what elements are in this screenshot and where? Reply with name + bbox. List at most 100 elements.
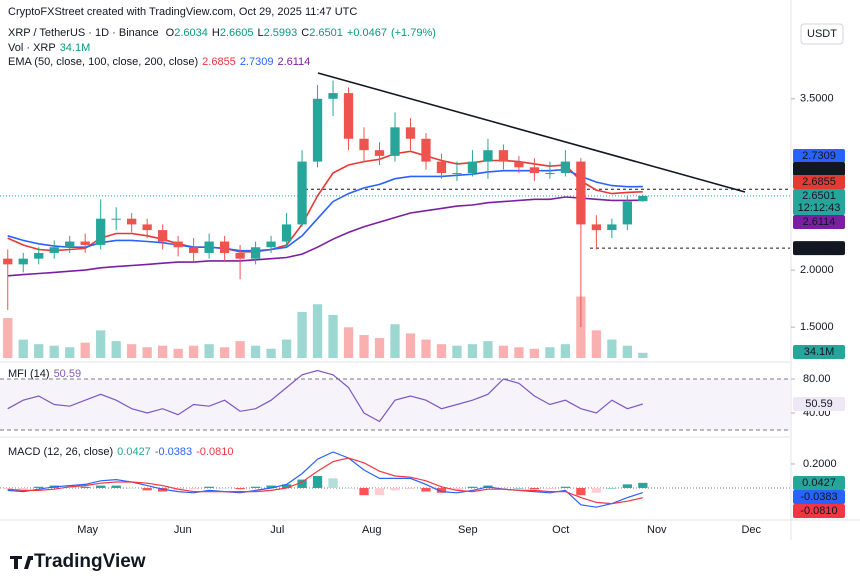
macd-histogram-bar <box>591 487 602 493</box>
macd-histogram-bar <box>142 487 152 491</box>
price-legend: XRP / TetherUS · 1D · Binance O2.6034 H2.… <box>8 27 444 39</box>
macd-histogram-bar <box>111 485 121 488</box>
macd-histogram-bar <box>452 487 462 491</box>
macd-histogram-bar <box>405 487 416 490</box>
macd-histogram-bar <box>607 487 617 489</box>
candle-body <box>607 224 617 231</box>
ohlc-label: H <box>211 27 220 39</box>
candle-body <box>452 173 462 175</box>
candle-body <box>250 247 261 259</box>
x-tick-label: Aug <box>362 524 382 536</box>
volume-bar <box>483 341 493 358</box>
volume-bar <box>158 345 168 358</box>
x-tick-label: Jul <box>270 524 284 536</box>
macd-legend: MACD (12, 26, close) 0.0427 -0.0383 -0.0810 <box>8 446 237 458</box>
volume-bar <box>514 347 524 358</box>
mfi-title: MFI (14) <box>8 368 50 380</box>
ema-value: 2.6114 <box>277 56 311 68</box>
ohlc-value: 2.6605 <box>219 27 254 39</box>
symbol: XRP / TetherUS · 1D · Binance <box>8 27 159 39</box>
candle-body <box>467 161 478 174</box>
candle-body <box>235 252 245 259</box>
ohlc-label: C <box>301 27 310 39</box>
mfi-band <box>0 379 790 430</box>
volume-label: 34.1M <box>804 346 835 358</box>
macd-histogram-bar <box>204 486 214 488</box>
volume-bar <box>297 311 307 358</box>
candle-body <box>591 224 602 231</box>
volume-bar <box>359 334 369 358</box>
volume-bar <box>591 330 602 358</box>
volume-title: Vol · XRP <box>8 42 56 54</box>
volume-bar <box>390 324 400 358</box>
macd-histogram-bar <box>421 487 431 492</box>
volume-bar <box>188 345 199 358</box>
volume-bar <box>235 341 245 358</box>
candle-body <box>111 218 121 220</box>
volume-bar <box>127 344 137 358</box>
candle-body <box>529 167 540 174</box>
trendline <box>317 72 746 193</box>
volume-bar <box>436 344 447 358</box>
macd-histogram-bar <box>343 487 354 489</box>
volume-bar <box>576 296 586 358</box>
ohlc-label: O <box>165 27 175 39</box>
change: +0.0467 <box>346 27 387 39</box>
candle-body <box>219 241 230 253</box>
candle-body <box>204 241 214 253</box>
candle-body <box>545 173 555 175</box>
volume-bar <box>452 345 462 358</box>
volume-value: 34.1M <box>59 42 91 54</box>
candle-body <box>80 241 90 245</box>
x-tick-label: Dec <box>741 524 761 536</box>
macd-histogram-bar <box>328 478 338 488</box>
volume-bar <box>142 347 152 358</box>
macd-histogram-bar <box>467 486 478 488</box>
ema-value: 2.7309 <box>239 56 274 68</box>
macd-histogram-bar <box>127 487 137 489</box>
macd-histogram-bar <box>622 484 632 488</box>
mfi-value: 50.59 <box>53 368 82 380</box>
candle-body <box>421 138 431 162</box>
y-tick-label: 80.00 <box>803 373 831 385</box>
candle-body <box>281 224 292 242</box>
macd-histogram-bar <box>250 486 261 488</box>
volume-bar <box>204 344 214 358</box>
ema-title: EMA (50, close, 100, close, 200, close) <box>8 56 199 68</box>
candle-body <box>359 138 369 151</box>
candle-body <box>96 218 106 245</box>
change-pct: (+1.79%) <box>390 27 436 39</box>
logo: TradingView <box>34 551 146 572</box>
macd-histogram-bar <box>529 487 540 490</box>
volume-bar <box>343 327 354 358</box>
mfi-line <box>7 369 643 423</box>
ohlc-value: 2.6034 <box>174 27 208 39</box>
volume-bar <box>111 341 121 358</box>
macd-line <box>7 451 643 508</box>
volume-bar <box>607 339 617 358</box>
macd-histogram-bar <box>560 486 571 488</box>
candle-body <box>266 241 276 248</box>
macd-histogram-bar <box>436 487 447 493</box>
volume-bar <box>638 352 648 358</box>
ohlc-value: 2.6501 <box>309 27 343 39</box>
macd-histogram-bar <box>312 475 323 488</box>
level-price-label: 2.1920 <box>802 242 836 254</box>
ema-price-label-box <box>793 149 845 163</box>
volume-bar <box>328 314 338 358</box>
y-tick-label: 3.5000 <box>800 93 834 105</box>
macd-histogram-bar <box>18 487 28 490</box>
volume-bar <box>49 345 59 358</box>
volume-bar <box>266 348 276 358</box>
volume-bar <box>374 338 385 358</box>
candle-body <box>127 218 137 225</box>
macd-histogram-bar <box>80 486 90 488</box>
volume-bar <box>529 348 540 358</box>
candle-body <box>576 161 586 225</box>
ohlc: O2.6034 H2.6605 L2.5993 C2.6501 +0.0467 (+1.7… <box>166 27 440 39</box>
candle-body <box>622 201 632 225</box>
candle-body <box>374 150 385 156</box>
mfi-price-label-box <box>793 396 845 411</box>
currency-box[interactable] <box>800 23 844 45</box>
candle-body <box>560 161 571 174</box>
